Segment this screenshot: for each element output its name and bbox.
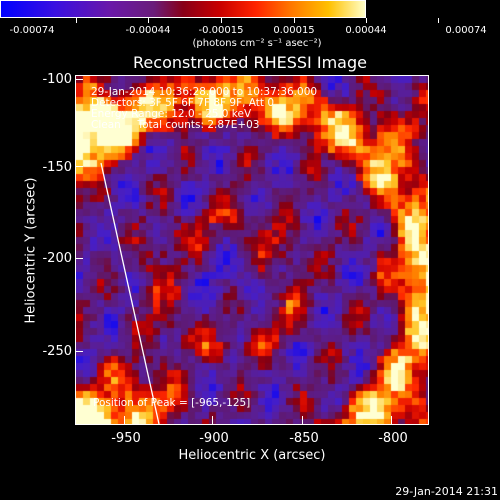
colorbar-tick — [366, 18, 367, 23]
algorithm-counts-text: Clean Total counts: 2.87E+03 — [91, 119, 260, 131]
limb-overlay — [100, 162, 160, 424]
x-tick — [391, 416, 392, 424]
energy-range-text: Energy Range: 12.0 - 25.0 keV — [91, 108, 252, 120]
colorbar-label: -0.00074 — [9, 25, 55, 36]
y-tick — [75, 351, 83, 352]
x-tick — [124, 416, 125, 424]
y-tick — [75, 166, 83, 167]
colorbar-label: -0.00015 — [198, 25, 244, 36]
x-tick-label: -850 — [289, 431, 319, 446]
detectors-text: Detectors: 3F 5F 6F 7F 8F 9F, Att 0 — [91, 97, 275, 109]
colorbar-tick — [221, 18, 222, 23]
heatmap-image — [76, 76, 428, 424]
colorbar-units: (photons cm⁻² s⁻¹ asec⁻²) — [192, 38, 322, 49]
y-axis-title: Heliocentric Y (arcsec) — [23, 177, 39, 324]
footer-timestamp: 29-Jan-2014 21:31 — [395, 485, 498, 498]
colorbar-label: -0.00044 — [125, 25, 171, 36]
x-tick-label: -800 — [378, 431, 408, 446]
x-tick — [302, 416, 303, 424]
colorbar-tick — [148, 18, 149, 23]
y-tick — [75, 258, 83, 259]
x-tick-label: -900 — [199, 431, 229, 446]
x-tick-label: -950 — [111, 431, 141, 446]
x-tick — [212, 416, 213, 424]
y-tick — [75, 79, 83, 80]
image-title: Reconstructed RHESSI Image — [133, 53, 367, 72]
y-tick-label: -100 — [42, 72, 72, 87]
solar-limb-line — [100, 162, 160, 424]
time-range-text: 29-Jan-2014 10:36:28.000 to 10:37:36.000 — [91, 86, 318, 98]
colorbar-label: 0.00015 — [273, 25, 315, 36]
colorbar-tick — [76, 18, 77, 23]
y-tick-label: -250 — [42, 344, 72, 359]
y-tick-label: -200 — [42, 251, 72, 266]
x-axis-title: Heliocentric X (arcsec) — [178, 448, 326, 463]
plot-area — [75, 75, 429, 425]
colorbar-tick — [438, 18, 439, 23]
colorbar-tick — [294, 18, 295, 23]
colorbar-label: 0.00074 — [445, 25, 487, 36]
colorbar-label: 0.00044 — [345, 25, 387, 36]
colorbar — [0, 0, 366, 18]
y-tick-label: -150 — [42, 160, 72, 175]
peak-position-text: Position of Peak = [-965,-125] — [93, 397, 251, 409]
